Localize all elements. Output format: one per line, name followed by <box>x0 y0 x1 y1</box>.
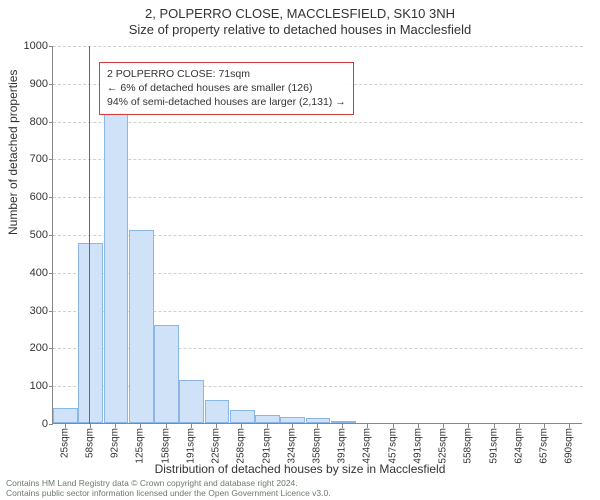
xtick-label: 125sqm <box>135 428 146 464</box>
annotation-line3: 94% of semi-detached houses are larger (… <box>107 95 346 109</box>
ytick-label: 600 <box>8 191 48 203</box>
ytick-label: 900 <box>8 78 48 90</box>
xtick-label: 690sqm <box>564 428 575 464</box>
ytick-mark <box>49 84 53 85</box>
histogram-bar <box>53 408 78 423</box>
annotation-box: 2 POLPERRO CLOSE: 71sqm ← 6% of detached… <box>99 62 354 115</box>
xtick-label: 324sqm <box>286 428 297 464</box>
title-line2: Size of property relative to detached ho… <box>0 22 600 38</box>
ytick-mark <box>49 348 53 349</box>
ytick-mark <box>49 122 53 123</box>
ytick-mark <box>49 46 53 47</box>
footer: Contains HM Land Registry data © Crown c… <box>6 478 331 498</box>
xtick-label: 591sqm <box>488 428 499 464</box>
gridline <box>53 197 583 198</box>
ytick-label: 400 <box>8 267 48 279</box>
title-line1: 2, POLPERRO CLOSE, MACCLESFIELD, SK10 3N… <box>0 6 600 22</box>
xtick-label: 225sqm <box>211 428 222 464</box>
xtick-label: 58sqm <box>84 428 95 458</box>
y-axis-title: Number of detached properties <box>6 70 20 235</box>
plot-region: 2 POLPERRO CLOSE: 71sqm ← 6% of detached… <box>52 46 582 424</box>
xtick-label: 558sqm <box>463 428 474 464</box>
xtick-label: 258sqm <box>236 428 247 464</box>
xtick-label: 657sqm <box>539 428 550 464</box>
gridline <box>53 159 583 160</box>
annotation-line1: 2 POLPERRO CLOSE: 71sqm <box>107 67 346 81</box>
xtick-label: 92sqm <box>110 428 121 458</box>
ytick-mark <box>49 273 53 274</box>
xtick-label: 391sqm <box>337 428 348 464</box>
xtick-label: 457sqm <box>387 428 398 464</box>
chart-area: 2 POLPERRO CLOSE: 71sqm ← 6% of detached… <box>52 46 582 424</box>
histogram-bar <box>230 410 255 423</box>
gridline <box>53 46 583 47</box>
ytick-mark <box>49 424 53 425</box>
xtick-label: 491sqm <box>412 428 423 464</box>
ytick-label: 0 <box>8 418 48 430</box>
histogram-bar <box>104 113 129 423</box>
xtick-label: 158sqm <box>160 428 171 464</box>
histogram-bar <box>255 415 280 423</box>
ytick-mark <box>49 197 53 198</box>
footer-line1: Contains HM Land Registry data © Crown c… <box>6 478 331 488</box>
ytick-mark <box>49 386 53 387</box>
histogram-bar <box>78 243 103 423</box>
histogram-bar <box>154 325 179 423</box>
ytick-mark <box>49 311 53 312</box>
ytick-label: 700 <box>8 153 48 165</box>
reference-line <box>89 46 90 424</box>
x-axis-title: Distribution of detached houses by size … <box>0 462 600 476</box>
title-block: 2, POLPERRO CLOSE, MACCLESFIELD, SK10 3N… <box>0 0 600 39</box>
ytick-label: 100 <box>8 380 48 392</box>
figure-root: 2, POLPERRO CLOSE, MACCLESFIELD, SK10 3N… <box>0 0 600 500</box>
xtick-label: 424sqm <box>362 428 373 464</box>
gridline <box>53 122 583 123</box>
ytick-label: 200 <box>8 342 48 354</box>
ytick-label: 1000 <box>8 40 48 52</box>
annotation-line2: ← 6% of detached houses are smaller (126… <box>107 81 346 95</box>
ytick-label: 800 <box>8 116 48 128</box>
xtick-label: 25sqm <box>59 428 70 458</box>
histogram-bar <box>280 417 305 423</box>
footer-line2: Contains public sector information licen… <box>6 488 331 498</box>
xtick-label: 358sqm <box>312 428 323 464</box>
histogram-bar <box>331 421 356 423</box>
ytick-label: 300 <box>8 305 48 317</box>
xtick-label: 291sqm <box>261 428 272 464</box>
histogram-bar <box>306 418 331 423</box>
xtick-label: 191sqm <box>185 428 196 464</box>
ytick-mark <box>49 235 53 236</box>
ytick-mark <box>49 159 53 160</box>
xtick-label: 525sqm <box>438 428 449 464</box>
histogram-bar <box>129 230 154 423</box>
histogram-bar <box>179 380 204 423</box>
xtick-label: 624sqm <box>513 428 524 464</box>
ytick-label: 500 <box>8 229 48 241</box>
histogram-bar <box>205 400 230 423</box>
